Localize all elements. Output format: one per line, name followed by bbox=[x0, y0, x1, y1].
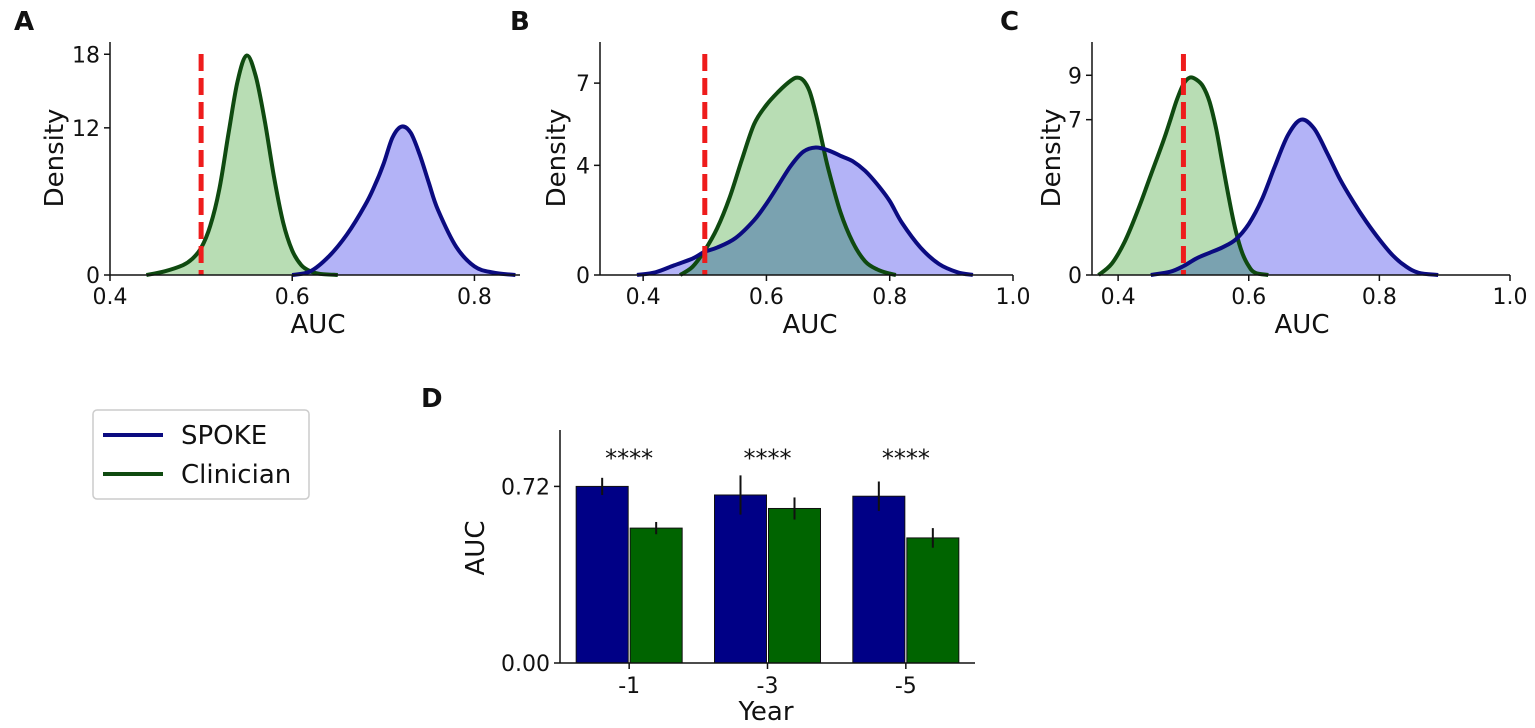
x-tick-label-c: 0.8 bbox=[1362, 285, 1397, 310]
x-axis-label-a: AUC bbox=[291, 310, 346, 340]
panel-a: A 0.4 0.6 0.8 0 12 18 AUC Density bbox=[14, 7, 520, 340]
x-tick-label-a: 0.6 bbox=[275, 285, 310, 310]
x-tick-label-d: -1 bbox=[618, 674, 640, 699]
x-axis-label-c: AUC bbox=[1275, 310, 1330, 340]
panel-b: B 0.4 0.6 0.8 1.0 0 4 7 AUC Density bbox=[510, 7, 1031, 340]
y-tick-label-c: 0 bbox=[1068, 264, 1082, 289]
y-tick-label-a: 18 bbox=[72, 43, 100, 68]
density-fill-clinician-a bbox=[146, 55, 338, 275]
x-axis-label-d: Year bbox=[737, 697, 793, 727]
x-tick-label-d: -5 bbox=[895, 674, 917, 699]
panel-a-label: A bbox=[14, 7, 34, 37]
significance-label: **** bbox=[605, 444, 653, 472]
y-tick-label-a: 0 bbox=[86, 264, 100, 289]
x-tick-label-b: 0.4 bbox=[626, 285, 661, 310]
legend-spoke-label: SPOKE bbox=[181, 421, 267, 451]
significance-label: **** bbox=[882, 444, 930, 472]
panel-d-label: D bbox=[421, 384, 443, 414]
y-tick-label-a: 12 bbox=[72, 117, 100, 142]
y-axis-label-a: Density bbox=[40, 109, 70, 208]
x-tick-label-c: 0.6 bbox=[1231, 285, 1266, 310]
bar-spoke--5 bbox=[852, 495, 906, 664]
panel-c-label: C bbox=[1000, 7, 1019, 37]
bar-spoke--3 bbox=[714, 494, 767, 664]
density-line-clinician-c bbox=[1097, 75, 1269, 277]
legend-box bbox=[92, 409, 310, 500]
y-tick-label-d: 0.00 bbox=[501, 652, 550, 677]
bar-spoke--1 bbox=[575, 485, 629, 664]
y-tick-label-c: 9 bbox=[1068, 64, 1082, 89]
legend: SPOKE Clinician bbox=[92, 409, 310, 500]
y-axis-label-d: AUC bbox=[461, 521, 491, 576]
density-line-spoke-a bbox=[291, 124, 516, 277]
density-line-clinician-a bbox=[146, 53, 338, 277]
bar-clinician--5 bbox=[906, 537, 960, 664]
bar-clinician--3 bbox=[768, 507, 821, 664]
y-tick-label-b: 4 bbox=[576, 154, 590, 179]
legend-clinician-label: Clinician bbox=[181, 460, 291, 490]
density-line-spoke-c bbox=[1150, 117, 1439, 277]
y-axis-label-b: Density bbox=[542, 109, 572, 208]
panel-c: C 0.4 0.6 0.8 1.0 0 7 9 AUC Density bbox=[1000, 7, 1528, 340]
y-tick-label-c: 7 bbox=[1068, 109, 1082, 134]
density-fill-spoke-a bbox=[292, 126, 516, 275]
x-tick-label-b: 0.6 bbox=[749, 285, 784, 310]
x-tick-label-a: 0.4 bbox=[93, 285, 128, 310]
x-tick-label-c: 1.0 bbox=[1493, 285, 1528, 310]
x-tick-label-d: -3 bbox=[757, 674, 779, 699]
x-tick-label-c: 0.4 bbox=[1101, 285, 1136, 310]
y-tick-label-b: 7 bbox=[576, 72, 590, 97]
x-tick-label-b: 0.8 bbox=[872, 285, 907, 310]
y-tick-label-b: 0 bbox=[576, 264, 590, 289]
y-axis-label-c: Density bbox=[1037, 109, 1067, 208]
x-tick-label-a: 0.8 bbox=[457, 285, 492, 310]
x-axis-label-b: AUC bbox=[783, 310, 838, 340]
x-tick-label-b: 1.0 bbox=[996, 285, 1031, 310]
panel-d: D **** **** **** -1 -3 -5 0.00 0.72 Year AUC bbox=[421, 384, 975, 727]
density-fill-spoke-c bbox=[1150, 119, 1439, 276]
bar-clinician--1 bbox=[629, 527, 683, 664]
y-tick-label-d: 0.72 bbox=[501, 475, 550, 500]
significance-label: **** bbox=[744, 444, 792, 472]
density-line-clinician-b bbox=[678, 75, 897, 277]
density-overlap-b bbox=[680, 147, 896, 275]
panel-b-label: B bbox=[510, 7, 530, 37]
